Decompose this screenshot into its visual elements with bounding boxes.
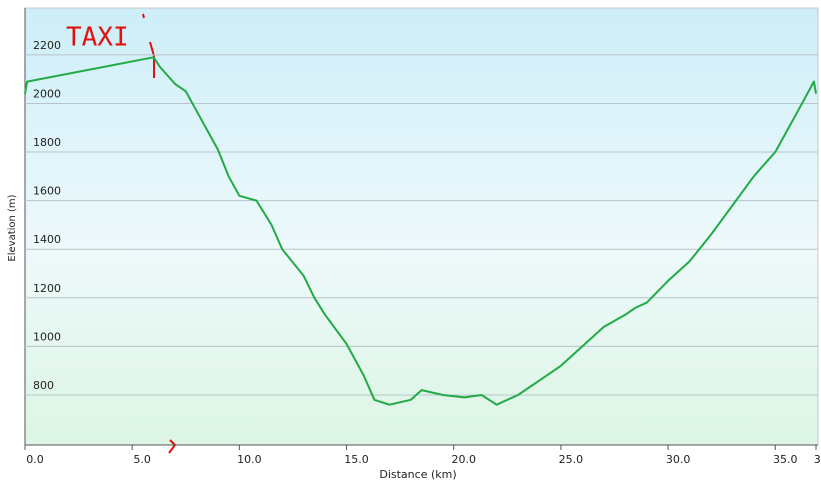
x-tick-label: 25.0 — [559, 453, 584, 466]
x-tick-label: 30.0 — [666, 453, 691, 466]
x-tick-label: 5.0 — [133, 453, 151, 466]
x-axis-label: Distance (km) — [379, 468, 456, 481]
y-tick-label: 800 — [33, 379, 54, 392]
y-tick-label: 1800 — [33, 136, 61, 149]
plot-area — [24, 7, 819, 446]
x-tick-label: 10.0 — [237, 453, 262, 466]
y-axis-label: Elevation (m) — [7, 194, 18, 261]
annotation: TAXI — [66, 23, 129, 53]
y-tick-label: 2200 — [33, 39, 61, 52]
y-tick-label: 1200 — [33, 282, 61, 295]
x-tick-label: 35.0 — [773, 453, 798, 466]
y-tick-label: 1000 — [33, 330, 61, 343]
x-tick-label: 0.0 — [26, 453, 44, 466]
x-tick-label: 15.0 — [344, 453, 369, 466]
elevation-line — [24, 56, 817, 406]
y-tick-label: 1600 — [33, 185, 61, 198]
x-tick-label: 36.9 — [814, 453, 821, 466]
y-tick-label: 2000 — [33, 87, 61, 100]
x-tick-label: 20.0 — [451, 453, 476, 466]
y-tick-label: 1400 — [33, 233, 61, 246]
